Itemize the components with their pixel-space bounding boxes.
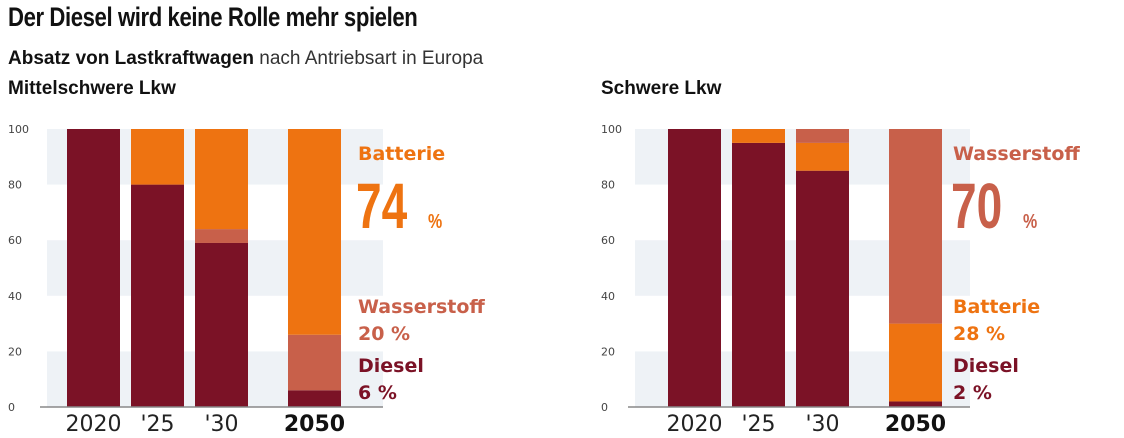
chart-schwere: 0 20 40 60 80 100 2020 '25 '30 2050 Wasserstoff 70%… xyxy=(601,123,1080,437)
y-tick-label: 40 xyxy=(8,290,22,303)
bar-segment-diesel xyxy=(131,184,184,407)
annotation-value-wasserstoff: 20 % xyxy=(358,323,410,345)
x-tick-label: '25 xyxy=(741,412,775,437)
subtitle: Absatz von Lastkraftwagen nach Antriebsa… xyxy=(8,48,483,70)
annotation-value-wasserstoff: 70 xyxy=(951,171,1002,242)
annotation-label-batterie: Batterie xyxy=(358,143,445,165)
annotation-label-diesel: Diesel xyxy=(953,355,1019,377)
bar-segment-batterie xyxy=(195,129,248,230)
panel-title-schwere: Schwere Lkw xyxy=(601,78,722,99)
bar-segment-wasserstoff xyxy=(288,334,341,391)
annotation-value-diesel: 6 % xyxy=(358,382,397,404)
y-tick-label: 100 xyxy=(8,123,29,136)
panel-title-mittelschwere: Mittelschwere Lkw xyxy=(8,78,176,99)
x-tick-label: 2020 xyxy=(667,412,723,437)
x-tick-label: 2050 xyxy=(885,412,946,437)
bar-segment-wasserstoff xyxy=(796,129,849,143)
y-tick-label: 80 xyxy=(8,179,22,192)
annotation-label-wasserstoff: Wasserstoff xyxy=(953,143,1080,165)
y-tick-label: 80 xyxy=(601,179,615,192)
y-tick-label: 40 xyxy=(601,290,615,303)
bar-segment-batterie xyxy=(889,323,942,402)
bar-segment-diesel xyxy=(195,242,248,407)
annotation-unit-wasserstoff: % xyxy=(1023,210,1037,232)
bar-segment-diesel xyxy=(67,129,120,407)
y-tick-label: 60 xyxy=(8,234,22,247)
bar-segment-wasserstoff xyxy=(889,129,942,324)
chart-mittelschwere: 0 20 40 60 80 100 2020 '25 '30 2050 Batterie 74 % Was… xyxy=(8,123,485,437)
y-tick-label: 20 xyxy=(601,345,615,358)
annotation-label-batterie: Batterie xyxy=(953,296,1040,318)
y-tick-label: 0 xyxy=(8,401,15,414)
bar-segment-wasserstoff xyxy=(195,229,248,243)
y-tick-label: 0 xyxy=(601,401,608,414)
annotation-unit-batterie: % xyxy=(428,210,442,232)
bar-segment-batterie xyxy=(288,129,341,335)
x-tick-label: '30 xyxy=(204,412,238,437)
bar-segment-diesel xyxy=(668,129,721,407)
bar-segment-diesel xyxy=(732,142,785,407)
x-tick-label: 2020 xyxy=(66,412,122,437)
bar-segment-batterie xyxy=(131,129,184,185)
page-title: Der Diesel wird keine Rolle mehr spielen xyxy=(8,2,418,32)
bar-segment-batterie xyxy=(732,129,785,143)
annotation-value-batterie: 74 xyxy=(356,171,407,242)
bar-segment-diesel xyxy=(288,390,341,407)
annotation-value-batterie: 28 % xyxy=(953,323,1005,345)
subtitle-bold: Absatz von Lastkraftwagen xyxy=(8,48,254,69)
annotation-label-wasserstoff: Wasserstoff xyxy=(358,296,485,318)
x-tick-label: '25 xyxy=(140,412,174,437)
bar-segment-diesel xyxy=(889,401,942,407)
bar-segment-batterie xyxy=(796,142,849,171)
bar-segment-diesel xyxy=(796,170,849,407)
y-tick-label: 20 xyxy=(8,345,22,358)
y-tick-label: 60 xyxy=(601,234,615,247)
x-tick-label: 2050 xyxy=(284,412,345,437)
y-tick-label: 100 xyxy=(601,123,622,136)
x-tick-label: '30 xyxy=(805,412,839,437)
annotation-label-diesel: Diesel xyxy=(358,355,424,377)
annotation-value-diesel: 2 % xyxy=(953,382,992,404)
subtitle-rest: nach Antriebsart in Europa xyxy=(254,48,484,69)
